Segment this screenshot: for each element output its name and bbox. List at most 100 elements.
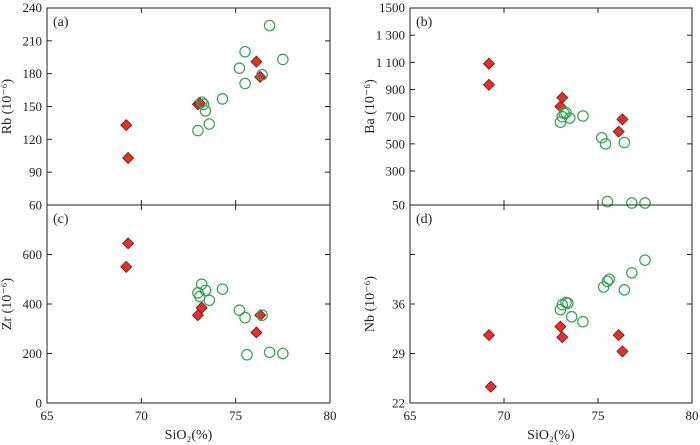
y-tick-label: 22: [392, 396, 405, 411]
x-tick-label: 75: [229, 408, 242, 423]
y-tick-label: 300: [386, 164, 406, 179]
panel-label: (a): [53, 15, 69, 30]
y-tick-label: 1 300: [376, 28, 405, 43]
diamond-point: [556, 91, 569, 104]
diamond-point: [120, 260, 133, 273]
circle-point: [197, 98, 210, 111]
x-tick-label: 70: [498, 408, 511, 423]
circle-point: [601, 195, 614, 208]
circle-point: [626, 197, 638, 209]
plot-frame: [46, 204, 331, 404]
x-tick-label: 65: [404, 408, 417, 423]
plot-frame: [409, 7, 693, 206]
diamond-point: [195, 301, 208, 314]
x-tick-label: 75: [592, 408, 605, 423]
circle-point: [203, 118, 216, 130]
y-tick-label: 1 100: [376, 55, 405, 70]
circle-point: [239, 45, 251, 58]
y-tick-label: 36: [392, 297, 406, 312]
diamond-point: [122, 237, 135, 250]
circle-point: [277, 53, 289, 66]
diamond-point: [482, 57, 496, 70]
circle-point: [565, 310, 578, 323]
circle-point: [554, 303, 567, 316]
y-tick-label: 150: [23, 99, 43, 114]
circle-point: [195, 278, 208, 290]
circle-point: [599, 138, 612, 150]
circle-point: [618, 136, 631, 149]
diamond-point: [250, 326, 263, 339]
circle-point: [601, 275, 614, 288]
y-tick-label: 180: [23, 66, 43, 81]
circle-point: [263, 346, 276, 359]
x-tick-label: 65: [41, 408, 54, 423]
circle-point: [639, 197, 651, 209]
circle-point: [577, 110, 589, 122]
diamond-point: [612, 329, 625, 342]
y-axis-title: Ba (10⁻⁶): [363, 79, 378, 134]
y-axis-title: Nb (10⁻⁶): [363, 276, 378, 333]
y-tick-label: 60: [29, 198, 42, 213]
plot-frame: [46, 7, 331, 206]
x-tick-label: 70: [135, 408, 148, 423]
circle-point: [597, 281, 610, 293]
circle-point: [577, 315, 589, 328]
y-tick-label: 1500: [379, 0, 405, 15]
circle-point: [562, 297, 574, 310]
x-tick-label: 80: [686, 408, 699, 423]
diamond-point: [484, 380, 497, 393]
y-tick-label: 210: [23, 33, 43, 48]
diamond-point: [122, 151, 135, 165]
circle-point: [239, 311, 251, 324]
circle-point: [277, 347, 289, 360]
x-axis-title: SiO₂(%): [527, 428, 575, 443]
y-tick-label: 200: [23, 346, 43, 361]
circle-point: [256, 309, 268, 321]
circle-point: [241, 348, 253, 361]
y-tick-label: 0: [36, 396, 43, 411]
circle-point: [233, 304, 246, 316]
y-tick-label: 900: [386, 82, 406, 97]
circle-point: [626, 267, 638, 279]
circle-point: [618, 284, 631, 296]
circle-point: [595, 131, 608, 144]
circle-point: [203, 294, 216, 307]
circle-point: [199, 284, 212, 297]
y-tick-label: 600: [23, 247, 43, 262]
circle-point: [563, 112, 576, 124]
circle-point: [216, 283, 229, 295]
y-tick-label: 120: [23, 132, 43, 147]
circle-point: [603, 273, 616, 286]
circle-point: [216, 93, 229, 105]
diamond-point: [612, 125, 625, 138]
circle-point: [199, 105, 212, 117]
x-axis-title: SiO₂(%): [165, 428, 213, 443]
y-tick-label: 500: [386, 136, 406, 151]
circle-point: [233, 62, 246, 74]
panel-label: (c): [53, 212, 69, 227]
diamond-point: [250, 55, 263, 68]
circle-point: [639, 254, 651, 266]
circle-point: [263, 19, 276, 32]
panel-label: (d): [416, 212, 433, 227]
y-axis-title: Zr (10⁻⁶): [0, 278, 15, 331]
diamond-point: [482, 329, 496, 342]
circle-point: [239, 77, 251, 90]
diamond-point: [616, 345, 629, 358]
circle-point: [256, 68, 268, 81]
diamond-point: [616, 113, 629, 126]
diamond-point: [254, 70, 267, 84]
diamond-point: [556, 331, 569, 344]
y-tick-label: 240: [23, 0, 43, 15]
y-tick-label: 90: [29, 165, 42, 180]
plot-frame: [409, 204, 693, 404]
diamond-point: [120, 119, 133, 132]
y-tick-label: 400: [23, 297, 43, 312]
diamond-point: [482, 78, 496, 91]
panel-label: (b): [416, 15, 433, 30]
y-tick-label: 50: [392, 198, 405, 213]
circle-point: [192, 124, 204, 137]
y-tick-label: 700: [386, 109, 406, 124]
y-tick-label: 29: [392, 346, 405, 361]
